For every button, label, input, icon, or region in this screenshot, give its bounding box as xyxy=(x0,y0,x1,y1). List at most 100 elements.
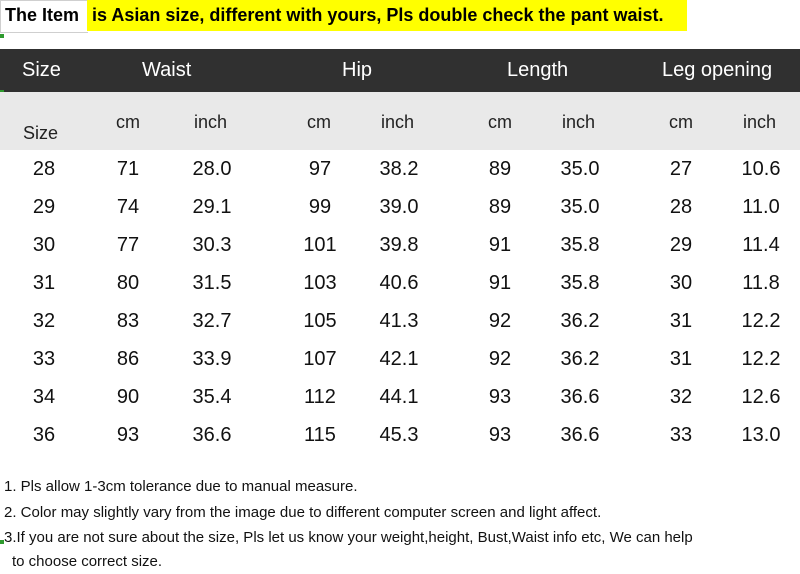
cell-hip-cm: 97 xyxy=(308,158,332,180)
cell-hip-cm: 115 xyxy=(304,424,336,446)
cell-length-cm: 93 xyxy=(488,424,512,446)
header-hip: Hip xyxy=(342,59,373,81)
cell-hip-inch: 38.2 xyxy=(379,158,419,180)
cell-leg-cm: 31 xyxy=(669,348,693,370)
cell-leg-inch: 11.8 xyxy=(742,272,780,294)
cell-waist-cm: 90 xyxy=(116,386,140,408)
cell-leg-cm: 30 xyxy=(669,272,693,294)
cell-hip-cm: 103 xyxy=(303,272,337,294)
unit-leg-cm: cm xyxy=(669,112,693,132)
cell-waist-inch: 36.6 xyxy=(192,424,232,446)
cell-length-inch: 35.0 xyxy=(560,158,600,180)
cell-waist-inch: 35.4 xyxy=(192,386,232,408)
table-header: Size Waist Hip Length Leg opening xyxy=(0,49,800,92)
cell-length-cm: 91 xyxy=(488,272,512,294)
cell-leg-cm: 29 xyxy=(669,234,693,256)
cell-waist-cm: 86 xyxy=(116,348,140,370)
cell-waist-cm: 83 xyxy=(116,310,140,332)
cell-length-cm: 91 xyxy=(488,234,512,256)
cell-size: 31 xyxy=(32,272,56,294)
unit-hip-inch: inch xyxy=(381,112,415,132)
cell-length-inch: 36.6 xyxy=(560,424,600,446)
cell-hip-inch: 44.1 xyxy=(379,386,419,408)
warning-banner: The Item is Asian size, different with y… xyxy=(0,0,800,36)
cell-leg-cm: 33 xyxy=(669,424,693,446)
table-row: 32 83 32.7 105 41.3 92 36.2 31 12.2 xyxy=(0,302,800,340)
unit-length-cm: cm xyxy=(488,112,512,132)
cell-length-inch: 35.8 xyxy=(560,234,600,256)
note-3: 3.If you are not sure about the size, Pl… xyxy=(4,529,693,546)
table-row: 30 77 30.3 101 39.8 91 35.8 29 11.4 xyxy=(0,226,800,264)
table-row: 29 74 29.1 99 39.0 89 35.0 28 11.0 xyxy=(0,188,800,226)
note-2: 2. Color may slightly vary from the imag… xyxy=(4,504,602,521)
cell-hip-cm: 107 xyxy=(303,348,337,370)
cell-waist-cm: 93 xyxy=(116,424,140,446)
header-size: Size xyxy=(22,59,61,81)
green-marker-icon xyxy=(0,34,4,38)
banner-warning-text: is Asian size, different with yours, Pls… xyxy=(87,0,687,31)
unit-length-inch: inch xyxy=(562,112,596,132)
cell-waist-cm: 80 xyxy=(116,272,140,294)
banner-item-label: The Item xyxy=(0,0,88,33)
cell-length-cm: 92 xyxy=(488,310,512,332)
unit-waist-cm: cm xyxy=(116,112,140,132)
cell-leg-inch: 12.2 xyxy=(741,310,781,332)
cell-waist-cm: 74 xyxy=(116,196,140,218)
table-row: 34 90 35.4 112 44.1 93 36.6 32 12.6 xyxy=(0,378,800,416)
cell-waist-inch: 33.9 xyxy=(192,348,232,370)
table-row: 33 86 33.9 107 42.1 92 36.2 31 12.2 xyxy=(0,340,800,378)
cell-leg-cm: 32 xyxy=(669,386,693,408)
cell-length-inch: 36.2 xyxy=(560,310,600,332)
cell-leg-inch: 13.0 xyxy=(741,424,781,446)
cell-length-cm: 89 xyxy=(488,158,512,180)
unit-leg-inch: inch xyxy=(743,112,777,132)
green-marker-icon xyxy=(0,540,4,544)
subheader-size: Size xyxy=(23,123,59,143)
cell-size: 33 xyxy=(32,348,56,370)
cell-waist-inch: 29.1 xyxy=(192,196,232,218)
cell-hip-inch: 42.1 xyxy=(379,348,419,370)
header-length: Length xyxy=(507,59,569,81)
cell-length-inch: 35.8 xyxy=(560,272,600,294)
header-waist: Waist xyxy=(142,59,192,81)
note-3-continued: to choose correct size. xyxy=(12,553,163,570)
table-row: 28 71 28.0 97 38.2 89 35.0 27 10.6 xyxy=(0,150,800,188)
cell-hip-inch: 40.6 xyxy=(379,272,419,294)
cell-hip-cm: 99 xyxy=(308,196,332,218)
cell-size: 36 xyxy=(32,424,56,446)
cell-waist-inch: 28.0 xyxy=(192,158,232,180)
cell-leg-inch: 11.0 xyxy=(742,196,780,218)
cell-length-inch: 35.0 xyxy=(560,196,600,218)
table-row: 36 93 36.6 115 45.3 93 36.6 33 13.0 xyxy=(0,416,800,454)
cell-size: 30 xyxy=(32,234,56,256)
cell-leg-inch: 12.6 xyxy=(741,386,781,408)
cell-length-cm: 89 xyxy=(488,196,512,218)
cell-hip-cm: 112 xyxy=(304,386,336,408)
cell-leg-cm: 27 xyxy=(669,158,693,180)
cell-leg-inch: 12.2 xyxy=(741,348,781,370)
cell-hip-inch: 45.3 xyxy=(379,424,419,446)
cell-hip-cm: 101 xyxy=(303,234,337,256)
header-leg-opening: Leg opening xyxy=(662,59,773,81)
table-row: 31 80 31.5 103 40.6 91 35.8 30 11.8 xyxy=(0,264,800,302)
note-1: 1. Pls allow 1-3cm tolerance due to manu… xyxy=(4,478,358,495)
cell-length-cm: 93 xyxy=(488,386,512,408)
cell-size: 32 xyxy=(32,310,56,332)
unit-waist-inch: inch xyxy=(194,112,228,132)
cell-length-inch: 36.6 xyxy=(560,386,600,408)
cell-waist-inch: 32.7 xyxy=(192,310,232,332)
cell-leg-inch: 10.6 xyxy=(741,158,781,180)
cell-leg-cm: 28 xyxy=(669,196,693,218)
unit-hip-cm: cm xyxy=(307,112,331,132)
cell-waist-inch: 30.3 xyxy=(192,234,232,256)
table-subheader: Size cm inch cm inch cm inch cm inch xyxy=(0,92,800,150)
cell-hip-inch: 41.3 xyxy=(379,310,419,332)
cell-leg-cm: 31 xyxy=(669,310,693,332)
cell-hip-cm: 105 xyxy=(303,310,337,332)
cell-size: 34 xyxy=(32,386,56,408)
cell-size: 29 xyxy=(32,196,56,218)
cell-length-inch: 36.2 xyxy=(560,348,600,370)
cell-leg-inch: 11.4 xyxy=(742,234,780,256)
cell-size: 28 xyxy=(32,158,56,180)
cell-hip-inch: 39.8 xyxy=(379,234,419,256)
